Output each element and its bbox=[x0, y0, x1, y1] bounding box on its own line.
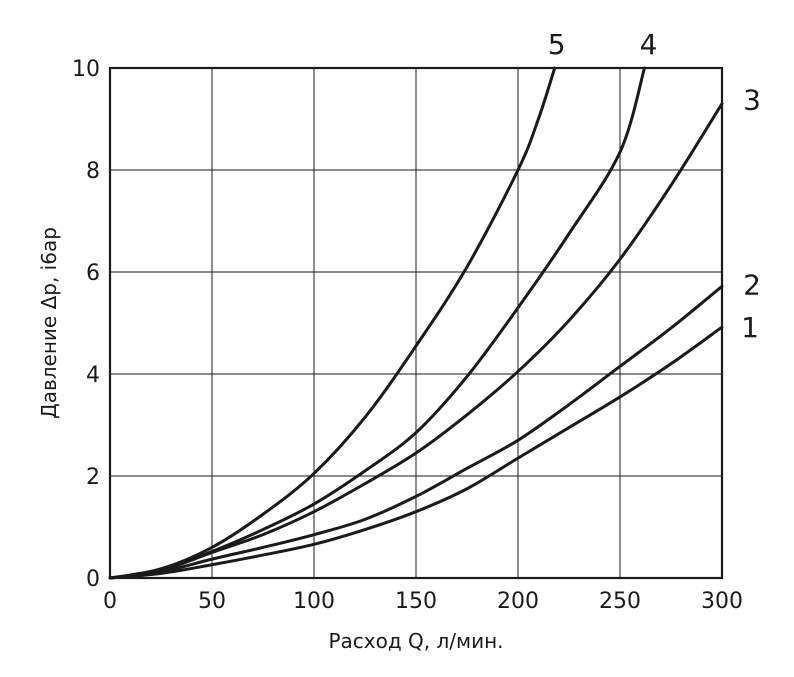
curves bbox=[108, 66, 724, 580]
x-tick-label-50: 50 bbox=[198, 589, 226, 614]
x-tick-label-250: 250 bbox=[599, 589, 641, 614]
curve-label-3: 3 bbox=[743, 84, 761, 117]
tick-labels: 0 50 100 150 200 250 300 0 2 4 6 8 10 bbox=[72, 57, 743, 614]
x-tick-label-150: 150 bbox=[395, 589, 437, 614]
curve-series-2 bbox=[108, 284, 724, 580]
y-tick-label-0: 0 bbox=[86, 567, 100, 592]
y-tick-label-4: 4 bbox=[86, 363, 100, 388]
x-tick-label-0: 0 bbox=[103, 589, 117, 614]
curve-labels: 1 2 3 4 5 bbox=[548, 28, 761, 344]
curve-series-4 bbox=[108, 66, 646, 580]
x-tick-label-200: 200 bbox=[497, 589, 539, 614]
curve-label-4: 4 bbox=[640, 28, 658, 61]
x-tick-label-100: 100 bbox=[293, 589, 335, 614]
y-axis-title: Давление Δp, і6ар bbox=[37, 227, 61, 419]
grid bbox=[110, 68, 722, 578]
curve-series-5 bbox=[108, 66, 557, 580]
x-axis-title: Расход Q, л/мин. bbox=[328, 629, 503, 653]
x-tick-label-300: 300 bbox=[701, 589, 743, 614]
curve-series-1 bbox=[108, 325, 724, 580]
y-tick-label-6: 6 bbox=[86, 261, 100, 286]
plot-frame bbox=[108, 66, 724, 580]
y-tick-label-2: 2 bbox=[86, 465, 100, 490]
y-tick-label-10: 10 bbox=[72, 57, 100, 82]
curve-label-1: 1 bbox=[741, 311, 759, 344]
curve-label-5: 5 bbox=[548, 28, 566, 61]
y-tick-label-8: 8 bbox=[86, 159, 100, 184]
curve-label-2: 2 bbox=[743, 268, 761, 301]
